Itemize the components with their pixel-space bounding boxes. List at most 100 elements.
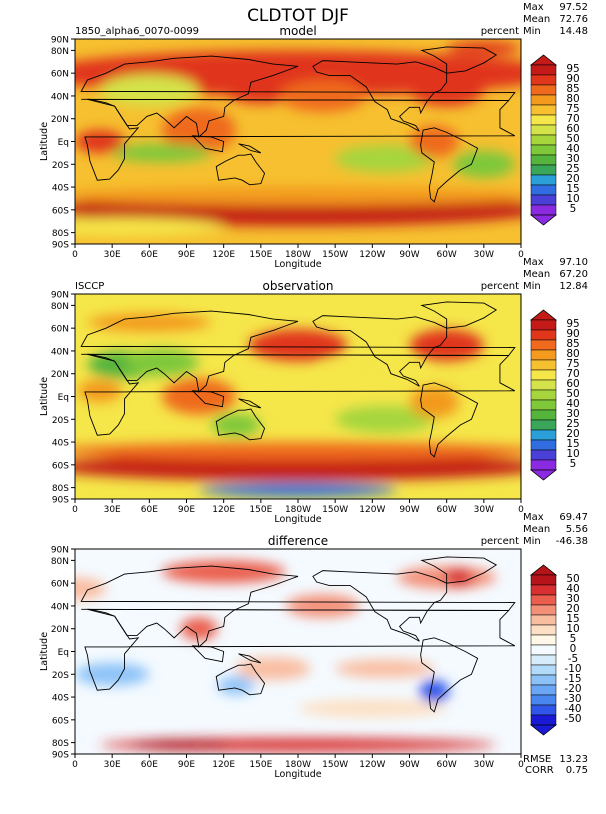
- field-patch: [409, 329, 484, 362]
- lon-tick-label: 180W: [285, 760, 311, 770]
- lon-tick-label: 0: [518, 505, 524, 515]
- field-patch: [322, 356, 422, 380]
- coastline: [420, 637, 479, 713]
- panel-title: observation: [263, 279, 334, 293]
- colorbar-label: -40: [564, 703, 581, 715]
- lat-tick-label: 90N: [51, 36, 69, 46]
- units-label: percent: [481, 536, 519, 547]
- coastline: [420, 46, 498, 74]
- stat-min: -46.38: [556, 536, 588, 547]
- colorbar-label: 5: [570, 203, 577, 215]
- field-patch: [335, 144, 435, 173]
- colorbar-label: 20: [566, 428, 579, 440]
- stat-mean: 5.56: [566, 524, 588, 535]
- colorbar-swatch: [530, 204, 557, 216]
- colorbar-label: 80: [566, 348, 579, 360]
- colorbar-swatch: [530, 389, 557, 401]
- field-patch: [223, 76, 298, 104]
- stat-min-label: Min: [523, 281, 541, 292]
- field-patch: [75, 217, 224, 237]
- colorbar-swatch: [530, 574, 557, 586]
- field-patch: [298, 699, 447, 718]
- colorbar-label: 20: [566, 173, 579, 185]
- stat-max: 97.10: [559, 257, 588, 268]
- lon-tick-label: 150W: [322, 760, 348, 770]
- corr-label: CORR: [525, 765, 554, 776]
- field-patch: [112, 143, 212, 162]
- lat-tick-label: 90S: [52, 241, 69, 251]
- lat-tick-label: 20N: [51, 115, 69, 125]
- colorbar-swatch: [530, 184, 557, 196]
- colorbar-label: 40: [566, 143, 579, 155]
- stat-mean-label: Mean: [523, 14, 550, 25]
- lon-tick-label: 120W: [359, 505, 385, 515]
- colorbar-label: 60: [566, 123, 579, 135]
- colorbar-swatch: [530, 114, 557, 126]
- field-patch: [75, 187, 521, 206]
- lat-tick-label: 80N: [51, 47, 69, 57]
- colorbar-label: 40: [566, 398, 579, 410]
- lon-tick-label: 30E: [104, 505, 121, 515]
- lat-tick-label: Eq: [58, 393, 69, 403]
- colorbar-label: -30: [564, 693, 581, 705]
- field-patch: [409, 125, 460, 158]
- stat-mean: 72.76: [559, 14, 588, 25]
- field-patch: [161, 560, 286, 584]
- colorbar-swatch: [530, 134, 557, 146]
- colorbar-swatch: [530, 449, 557, 461]
- lon-tick-label: 120W: [359, 760, 385, 770]
- colorbar-bottom-arrow: [529, 724, 558, 736]
- stat-min: 14.48: [559, 26, 588, 37]
- run-label: ISCCP: [75, 281, 104, 292]
- colorbar-label: 30: [566, 408, 579, 420]
- run-label: 1850_alpha6_0070-0099: [75, 26, 199, 37]
- colorbar-label: 80: [566, 93, 579, 105]
- lat-tick-label: 90N: [51, 546, 69, 556]
- lon-tick-label: 60W: [436, 505, 456, 515]
- stat-max-label: Max: [523, 257, 544, 268]
- colorbar-swatch: [530, 94, 557, 106]
- lat-tick-label: 60S: [52, 206, 69, 216]
- colorbar-swatch: [530, 379, 557, 391]
- lat-tick-label: 80N: [51, 302, 69, 312]
- field-patch: [419, 679, 450, 703]
- colorbar-label: 25: [566, 163, 579, 175]
- field-patch: [75, 662, 150, 686]
- lat-tick-label: 80S: [52, 484, 69, 494]
- lat-tick-label: 60S: [52, 716, 69, 726]
- lat-tick-label: 20S: [52, 671, 69, 681]
- colorbar-swatch: [530, 644, 557, 656]
- coastline: [238, 653, 262, 664]
- colorbar-label: 10: [566, 193, 579, 205]
- x-axis-label: Longitude: [274, 259, 321, 270]
- lat-tick-label: 40N: [51, 92, 69, 102]
- colorbar-swatch: [530, 349, 557, 361]
- field-patch: [211, 413, 261, 437]
- colorbar-swatch: [530, 164, 557, 176]
- colorbar-label: 60: [566, 378, 579, 390]
- colorbar-label: 15: [566, 183, 579, 195]
- y-axis-label: Latitude: [39, 122, 50, 161]
- colorbar-label: 90: [566, 328, 579, 340]
- field-patch: [248, 329, 348, 362]
- colorbar-label: 75: [566, 103, 579, 115]
- colorbar-label: -15: [564, 673, 581, 685]
- coastline: [420, 382, 479, 458]
- lon-tick-label: 0: [72, 250, 78, 260]
- lon-tick-label: 0: [72, 505, 78, 515]
- lat-tick-label: 90S: [52, 496, 69, 506]
- lat-tick-label: 60N: [51, 70, 69, 80]
- colorbar-swatch: [530, 124, 557, 136]
- colorbar-label: 85: [566, 338, 579, 350]
- stat-mean-label: Mean: [523, 269, 550, 280]
- colorbar-label: 70: [566, 368, 579, 380]
- colorbar-swatch: [530, 604, 557, 616]
- field-patch: [409, 74, 484, 107]
- field-patch: [99, 74, 199, 107]
- stat-min: 12.84: [559, 281, 588, 292]
- stat-mean-label: Mean: [523, 524, 550, 535]
- colorbar-top-arrow: [529, 54, 558, 66]
- colorbar-label: 95: [566, 63, 579, 75]
- colorbar-label: 50: [566, 388, 579, 400]
